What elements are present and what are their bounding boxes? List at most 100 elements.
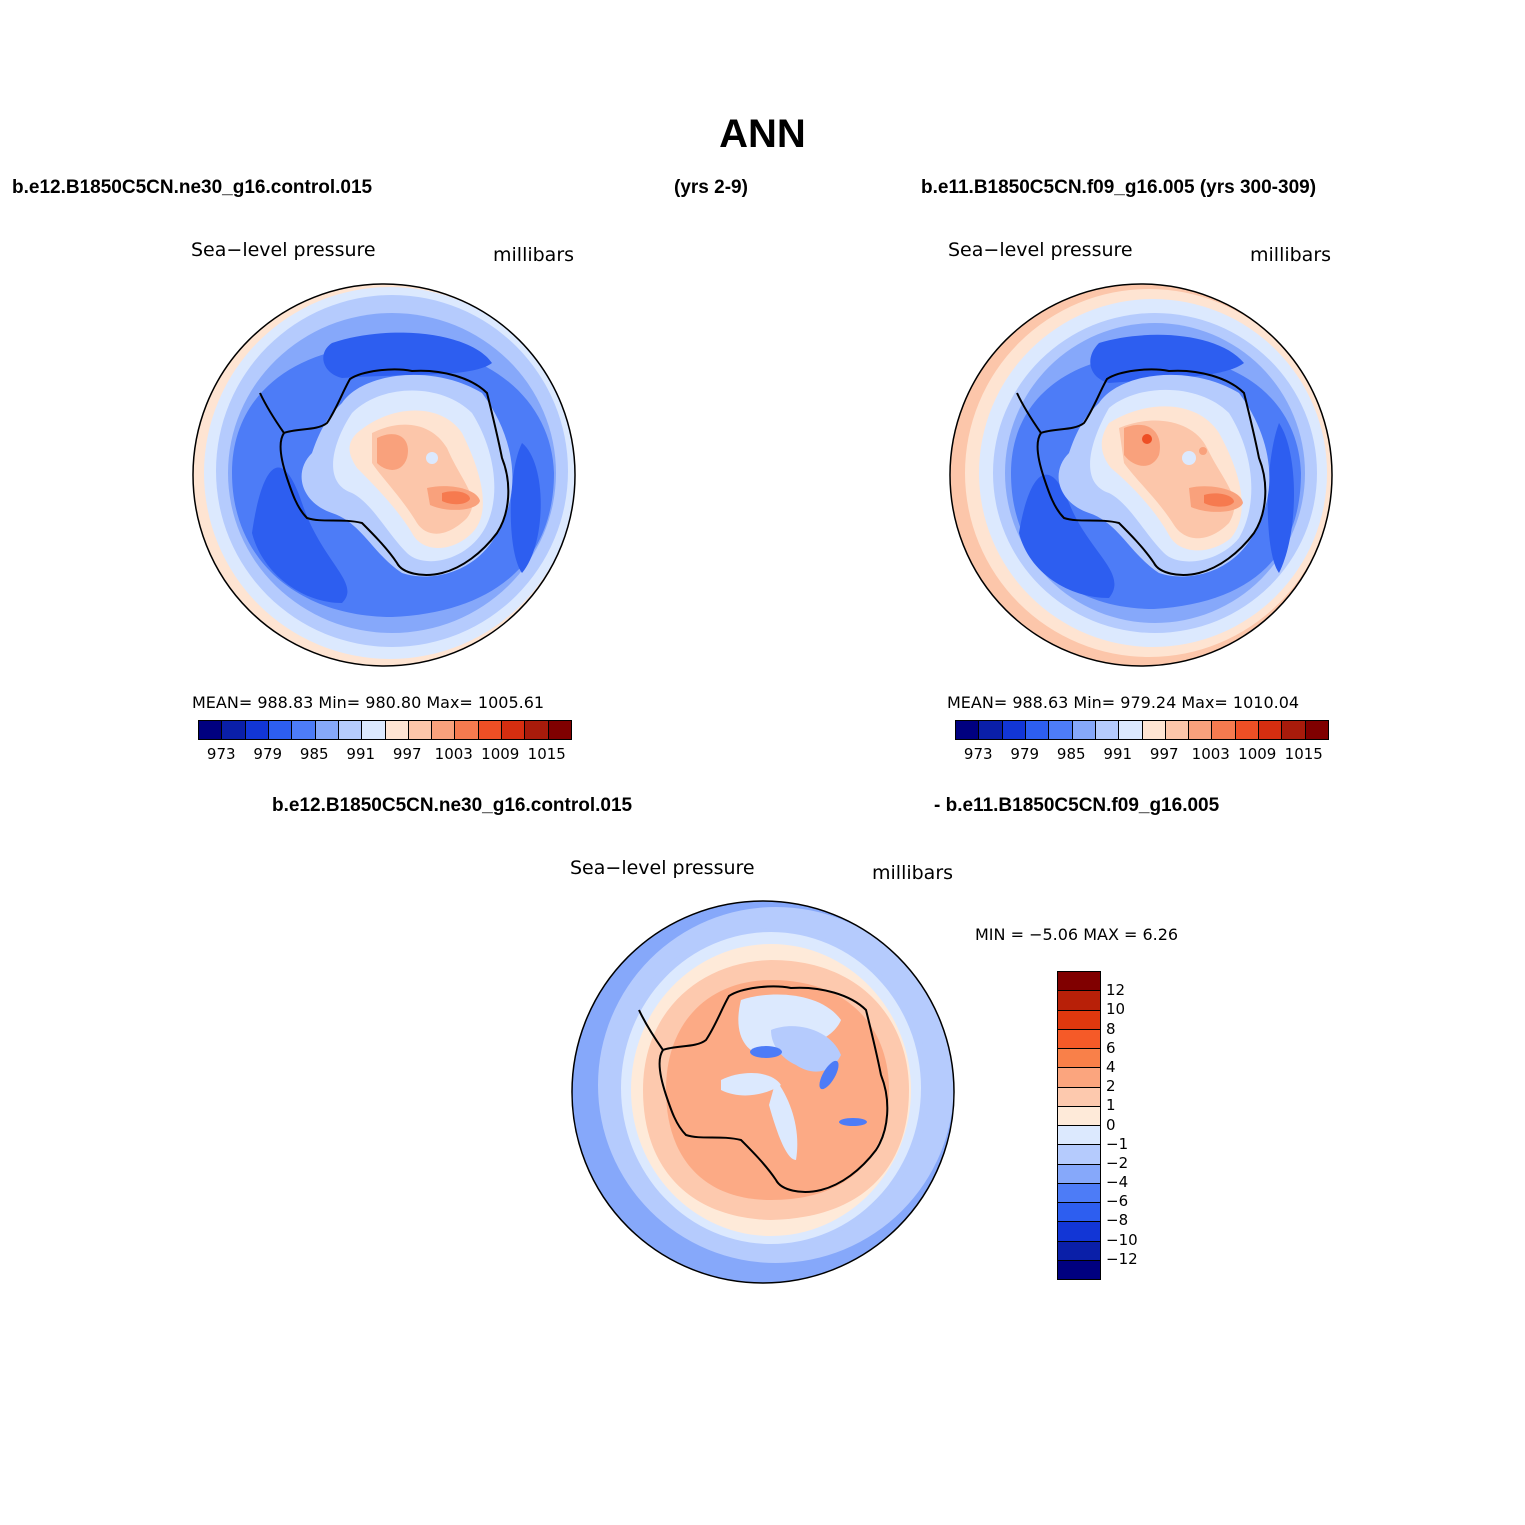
colorbar-tick-label: −2 <box>1106 1153 1129 1172</box>
colorbar-tick-label: 997 <box>1149 745 1179 763</box>
colorbar-swatch <box>1058 1029 1100 1049</box>
colorbar-swatch <box>1072 721 1096 739</box>
colorbar-swatch <box>1058 991 1100 1011</box>
colorbar-swatch <box>222 721 246 739</box>
colorbar-tick-label: 2 <box>1106 1077 1116 1096</box>
colorbar-swatch <box>1058 1222 1100 1242</box>
colorbar-swatch <box>1189 721 1213 739</box>
colorbar-swatch <box>1002 721 1026 739</box>
diff-case-title-b: - b.e11.B1850C5CN.f09_g16.005 <box>934 795 1220 816</box>
colorbar-tick-label: 997 <box>392 745 422 763</box>
colorbar-tick-label: −12 <box>1106 1249 1138 1268</box>
colorbar-swatch <box>1025 721 1050 739</box>
panel1-stats: MEAN= 988.83 Min= 980.80 Max= 1005.61 <box>192 693 545 712</box>
colorbar-swatch <box>1058 1145 1100 1165</box>
colorbar-swatch <box>1058 1126 1100 1146</box>
colorbar-swatch <box>1282 721 1306 739</box>
panel3-variable-label: Sea−level pressure <box>570 857 755 879</box>
panel1-colorbar <box>198 720 572 740</box>
colorbar-tick-label: −8 <box>1106 1211 1129 1230</box>
colorbar-swatch <box>1058 1087 1100 1107</box>
colorbar-swatch <box>1095 721 1120 739</box>
colorbar-tick-label: 991 <box>1103 745 1133 763</box>
colorbar-swatch <box>1058 1106 1100 1126</box>
colorbar-swatch <box>979 721 1003 739</box>
colorbar-swatch <box>455 721 479 739</box>
colorbar-tick-label: 973 <box>206 745 236 763</box>
top-right-case-title: b.e11.B1850C5CN.f09_g16.005 (yrs 300-309… <box>921 177 1317 198</box>
colorbar-tick-label: 10 <box>1106 1000 1126 1019</box>
colorbar-swatch <box>1305 721 1328 739</box>
panel3-stats: MIN = −5.06 MAX = 6.26 <box>975 925 1179 944</box>
top-left-case-title: b.e12.B1850C5CN.ne30_g16.control.015 <box>12 177 373 198</box>
colorbar-swatch <box>1119 721 1143 739</box>
colorbar-tick-label: 1003 <box>434 745 473 763</box>
colorbar-tick-label: 985 <box>299 745 329 763</box>
colorbar-swatch <box>385 721 409 739</box>
colorbar-tick-label: 1 <box>1106 1096 1116 1115</box>
colorbar-swatch <box>548 721 571 739</box>
panel3-polar-map <box>571 900 955 1284</box>
panel2-stats: MEAN= 988.63 Min= 979.24 Max= 1010.04 <box>947 693 1300 712</box>
colorbar-swatch <box>1142 721 1166 739</box>
colorbar-tick-label: −1 <box>1106 1134 1129 1153</box>
colorbar-swatch <box>525 721 549 739</box>
colorbar-tick-label: 991 <box>346 745 376 763</box>
colorbar-tick-label: −4 <box>1106 1173 1129 1192</box>
colorbar-tick-label: 6 <box>1106 1038 1116 1057</box>
panel3-units-label: millibars <box>872 862 954 884</box>
colorbar-swatch <box>268 721 293 739</box>
colorbar-swatch <box>199 721 223 739</box>
colorbar-swatch <box>292 721 316 739</box>
colorbar-swatch <box>245 721 269 739</box>
top-left-years: (yrs 2-9) <box>674 177 748 198</box>
panel2-polar-map <box>949 283 1333 667</box>
colorbar-tick-label: 1003 <box>1191 745 1230 763</box>
colorbar-swatch <box>1058 1260 1100 1279</box>
colorbar-tick-label: −10 <box>1106 1230 1138 1249</box>
colorbar-tick-label: 1015 <box>1284 745 1323 763</box>
colorbar-tick-label: 1015 <box>527 745 566 763</box>
panel1-polar-map <box>192 283 576 667</box>
panel2-colorbar <box>955 720 1329 740</box>
colorbar-swatch <box>1058 972 1100 992</box>
colorbar-tick-label: 4 <box>1106 1057 1116 1076</box>
colorbar-swatch <box>1058 1183 1100 1203</box>
colorbar-tick-label: 1009 <box>481 745 520 763</box>
colorbar-swatch <box>1049 721 1073 739</box>
colorbar-swatch <box>338 721 363 739</box>
colorbar-tick-label: 979 <box>253 745 283 763</box>
colorbar-swatch <box>1058 1164 1100 1184</box>
colorbar-swatch <box>362 721 386 739</box>
diff-case-title-a: b.e12.B1850C5CN.ne30_g16.control.015 <box>272 795 633 816</box>
colorbar-swatch <box>1165 721 1190 739</box>
colorbar-tick-label: 985 <box>1056 745 1086 763</box>
colorbar-swatch <box>1058 1068 1100 1088</box>
colorbar-tick-label: 8 <box>1106 1019 1116 1038</box>
colorbar-swatch <box>956 721 980 739</box>
colorbar-swatch <box>1058 1241 1100 1261</box>
colorbar-swatch <box>1235 721 1260 739</box>
colorbar-tick-label: 12 <box>1106 981 1126 1000</box>
colorbar-tick-label: 973 <box>963 745 993 763</box>
panel2-variable-label: Sea−level pressure <box>948 239 1133 261</box>
main-title: ANN <box>719 112 806 156</box>
colorbar-swatch <box>315 721 339 739</box>
colorbar-swatch <box>432 721 456 739</box>
panel1-variable-label: Sea−level pressure <box>191 239 376 261</box>
colorbar-tick-label: 979 <box>1010 745 1040 763</box>
colorbar-swatch <box>1058 1010 1100 1030</box>
colorbar-swatch <box>478 721 503 739</box>
colorbar-swatch <box>502 721 526 739</box>
colorbar-tick-label: −6 <box>1106 1192 1129 1211</box>
diff-colorbar <box>1057 971 1101 1280</box>
panel1-units-label: millibars <box>493 244 575 266</box>
colorbar-swatch <box>408 721 433 739</box>
colorbar-swatch <box>1212 721 1236 739</box>
colorbar-swatch <box>1058 1203 1100 1223</box>
colorbar-tick-label: 0 <box>1106 1115 1116 1134</box>
panel2-units-label: millibars <box>1250 244 1332 266</box>
colorbar-swatch <box>1259 721 1283 739</box>
colorbar-tick-label: 1009 <box>1238 745 1277 763</box>
colorbar-swatch <box>1058 1049 1100 1069</box>
